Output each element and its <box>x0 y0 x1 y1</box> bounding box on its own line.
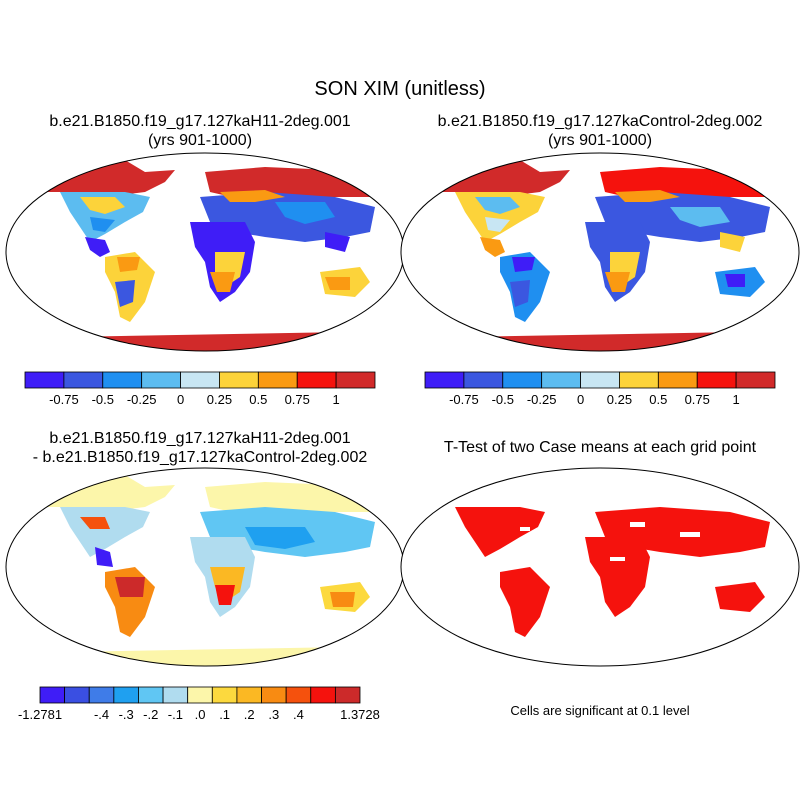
map-ttest-significance <box>400 467 800 667</box>
colorbar-control-box-4 <box>580 371 620 389</box>
colorbar-control-tick-label: -0.25 <box>527 392 557 407</box>
colorbar-control-box-1 <box>463 371 504 389</box>
colorbar-difference-box-12 <box>334 686 361 704</box>
colorbar-control-tick-label: 0.25 <box>607 392 632 407</box>
colorbar-control-box-0 <box>424 371 465 389</box>
figure-title: SON XIM (unitless) <box>314 78 486 100</box>
colorbar-case-box-1 <box>63 371 104 389</box>
colorbar-case-box-2 <box>102 371 143 389</box>
colorbar-case: -0.75 -0.5 -0.25 0 0.25 0.5 0.75 1 <box>24 371 376 407</box>
colorbar-difference-box-4 <box>138 686 164 704</box>
colorbar-difference-box-10 <box>285 686 312 704</box>
colorbar-control-tick-label: 0.75 <box>685 392 710 407</box>
colorbar-difference-box-3 <box>113 686 139 704</box>
colorbar-difference-tick-label: -.3 <box>119 707 134 722</box>
panel-1-title-line2: (yrs 901-1000) <box>147 132 253 149</box>
colorbar-case-tick-label: -0.75 <box>49 392 79 407</box>
colorbar-control-tick-label: -0.75 <box>449 392 479 407</box>
colorbar-case-box-3 <box>141 371 181 389</box>
colorbar-difference-box-8 <box>236 686 262 704</box>
colorbar-difference-tick-label: .4 <box>293 707 304 722</box>
colorbar-difference-box-5 <box>162 686 189 704</box>
colorbar-difference-box-2 <box>88 686 115 704</box>
colorbar-difference-box-1 <box>64 686 90 704</box>
panel-1-title: b.e21.B1850.f19_g17.127kaH11-2deg.001 (y… <box>0 112 400 150</box>
colorbar-case-box-4 <box>180 371 220 389</box>
colorbar-case-box-6 <box>257 371 298 389</box>
colorbar-control-tick-label: -0.5 <box>492 392 514 407</box>
colorbar-control-box-2 <box>502 371 543 389</box>
panel-1-title-line1: b.e21.B1850.f19_g17.127kaH11-2deg.001 <box>49 113 351 130</box>
colorbar-difference-box-0 <box>39 686 66 704</box>
colorbar-control-box-5 <box>619 371 659 389</box>
colorbar-control-tick-label: 0 <box>577 392 584 407</box>
colorbar-difference-tick-label: -.4 <box>94 707 109 722</box>
colorbar-difference-tick-label: .3 <box>268 707 279 722</box>
colorbar-case-tick-label: 0.25 <box>207 392 232 407</box>
colorbar-difference-box-9 <box>261 686 287 704</box>
colorbar-difference-box-6 <box>187 686 213 704</box>
map-control <box>400 152 800 352</box>
panel-2-title-line2: (yrs 901-1000) <box>547 132 653 149</box>
colorbar-case-tick-label: -0.5 <box>92 392 114 407</box>
panel-3-title-line2: - b.e21.B1850.f19_g17.127kaControl-2deg.… <box>32 449 368 466</box>
colorbar-difference-tick-label: -.1 <box>168 707 183 722</box>
panel-3-title-line1: b.e21.B1850.f19_g17.127kaH11-2deg.001 <box>49 430 351 447</box>
colorbar-control-box-6 <box>657 371 698 389</box>
colorbar-case-tick-label: 1 <box>332 392 339 407</box>
panel-2-title: b.e21.B1850.f19_g17.127kaControl-2deg.00… <box>400 112 800 150</box>
colorbar-case-box-8 <box>335 371 376 389</box>
colorbar-control-tick-label: 1 <box>732 392 739 407</box>
colorbar-control: -0.75 -0.5 -0.25 0 0.25 0.5 0.75 1 <box>424 371 776 407</box>
map-case-h11 <box>5 152 405 352</box>
colorbar-difference-tick-label: -.2 <box>143 707 158 722</box>
colorbar-difference-tick-label: 1.3728 <box>340 707 380 722</box>
colorbar-case-tick-label: 0.5 <box>249 392 267 407</box>
colorbar-difference-tick-label: .2 <box>244 707 255 722</box>
colorbar-control-tick-label: 0.5 <box>649 392 667 407</box>
colorbar-case-tick-label: -0.25 <box>127 392 157 407</box>
panel-4-title: T-Test of two Case means at each grid po… <box>400 438 800 457</box>
colorbar-control-box-3 <box>541 371 581 389</box>
significance-footnote: Cells are significant at 0.1 level <box>510 703 690 718</box>
colorbar-case-tick-label: 0 <box>177 392 184 407</box>
panel-4-title-line1: T-Test of two Case means at each grid po… <box>443 439 757 456</box>
colorbar-case-box-5 <box>219 371 259 389</box>
colorbar-control-box-7 <box>696 371 737 389</box>
map-difference <box>5 467 405 667</box>
colorbar-difference-box-7 <box>211 686 238 704</box>
panel-3-title: b.e21.B1850.f19_g17.127kaH11-2deg.001 - … <box>0 429 400 467</box>
colorbar-difference-tick-label: .1 <box>219 707 230 722</box>
colorbar-difference-tick-label: .0 <box>195 707 206 722</box>
panel-2-title-line1: b.e21.B1850.f19_g17.127kaControl-2deg.00… <box>437 113 763 130</box>
colorbar-case-box-7 <box>296 371 337 389</box>
colorbar-difference-tick-label: -1.2781 <box>18 707 62 722</box>
colorbar-difference: -1.2781 -.4 -.3 -.2 -.1 .0 .1 .2 .3 .4 1.3728 <box>18 686 380 722</box>
colorbar-control-box-8 <box>735 371 776 389</box>
colorbar-difference-box-11 <box>310 686 336 704</box>
colorbar-case-box-0 <box>24 371 65 389</box>
colorbar-case-tick-label: 0.75 <box>285 392 310 407</box>
